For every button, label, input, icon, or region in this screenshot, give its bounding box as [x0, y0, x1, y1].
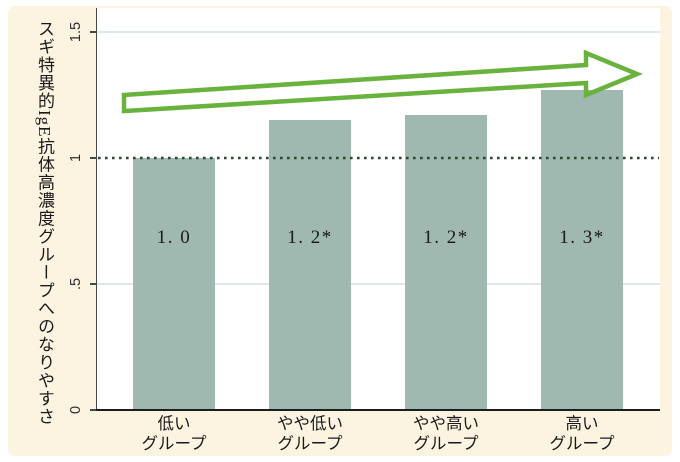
- y-axis-title: スギ特異的IgE抗体高濃度グループへのなりやすさ: [35, 20, 54, 426]
- plot-area: 1. 0 1. 2* 1. 2* 1. 3*: [97, 8, 660, 410]
- x-tick-label: 高い グループ: [512, 414, 652, 454]
- y-tick-mark: [90, 283, 96, 285]
- bar: 1. 2*: [269, 120, 351, 410]
- bar: 1. 3*: [541, 89, 623, 410]
- x-tick-label: やや高い グループ: [376, 414, 516, 454]
- gridline: [97, 31, 660, 33]
- y-tick-label: .5: [68, 277, 84, 291]
- x-tick-label-line: グループ: [141, 434, 207, 453]
- y-tick-label: 0: [68, 405, 84, 415]
- bar-value-label: 1. 2*: [287, 227, 333, 248]
- y-tick-mark: [90, 157, 96, 159]
- x-tick-label-line: 高い: [565, 414, 599, 433]
- y-tick-label: 1.5: [68, 21, 84, 43]
- y-axis-line: [95, 8, 97, 410]
- x-tick-label-line: やや高い: [413, 414, 479, 433]
- x-tick-label: やや低い グループ: [240, 414, 380, 454]
- y-tick-mark: [90, 409, 96, 411]
- x-tick-label-line: 低い: [157, 414, 191, 433]
- bar: 1. 0: [133, 158, 215, 410]
- bar-value-label: 1. 2*: [423, 227, 469, 248]
- y-tick-mark: [90, 31, 96, 33]
- x-tick-label: 低い グループ: [104, 414, 244, 454]
- bar-value-label: 1. 0: [156, 227, 192, 248]
- gridline: [97, 283, 660, 285]
- x-tick-label-line: グループ: [277, 434, 343, 453]
- x-tick-label-line: グループ: [413, 434, 479, 453]
- bar: 1. 2*: [405, 115, 487, 410]
- bar-value-label: 1. 3*: [559, 227, 605, 248]
- x-tick-label-line: グループ: [549, 434, 615, 453]
- y-tick-label: 1: [68, 153, 84, 163]
- x-tick-label-line: やや低い: [277, 414, 343, 433]
- x-axis-line: [95, 409, 660, 411]
